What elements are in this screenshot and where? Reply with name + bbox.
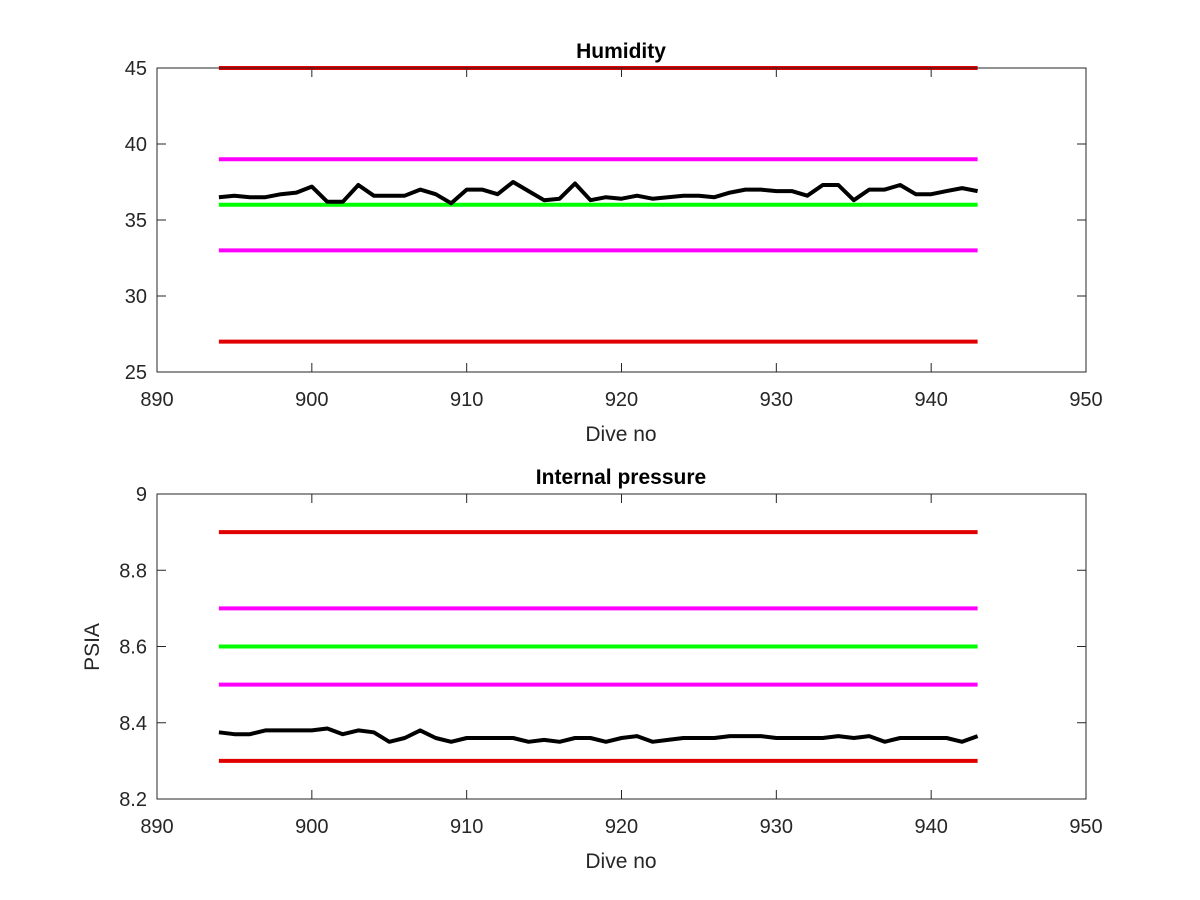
humidity-x-tick-label: 930 <box>760 389 793 411</box>
internal-pressure-x-tick-label: 950 <box>1069 816 1102 838</box>
internal-pressure-y-tick-label: 8.8 <box>119 560 147 582</box>
internal-pressure-x-tick-label: 890 <box>140 816 173 838</box>
humidity-x-tick-label: 940 <box>914 389 947 411</box>
internal-pressure-x-axis-label: Dive no <box>585 850 656 873</box>
internal-pressure-x-tick-label: 900 <box>295 816 328 838</box>
internal-pressure-y-tick-label: 8.4 <box>119 713 147 735</box>
humidity-x-tick-label: 910 <box>450 389 483 411</box>
humidity-x-tick-label: 920 <box>605 389 638 411</box>
internal-pressure-y-tick-label: 9 <box>136 484 147 506</box>
internal-pressure-y-tick-label: 8.6 <box>119 637 147 659</box>
humidity-axes-box <box>156 67 1087 373</box>
humidity-title: Humidity <box>576 40 666 63</box>
internal-pressure-x-ticks: 890 900 910 920 930 940 950 <box>140 494 1103 838</box>
internal-pressure-y-axis-label: PSIA <box>81 623 104 671</box>
internal-pressure-series-line-6 <box>218 726 979 744</box>
humidity-x-tick-label: 900 <box>295 389 328 411</box>
humidity-y-tick-label: 45 <box>125 58 147 80</box>
internal-pressure-x-tick-label: 920 <box>605 816 638 838</box>
humidity-series-line-6 <box>218 180 978 206</box>
humidity-y-tick-label: 35 <box>125 210 147 232</box>
humidity-x-axis-label: Dive no <box>585 423 656 446</box>
humidity-x-tick-label: 950 <box>1069 389 1102 411</box>
humidity-y-tick-label: 40 <box>125 134 147 156</box>
internal-pressure-title: Internal pressure <box>536 466 706 489</box>
internal-pressure-plot: 890 900 910 920 930 940 950 8.2 8.4 8.6 8.8 9 Inte… <box>81 466 1103 873</box>
internal-pressure-x-tick-label: 930 <box>760 816 793 838</box>
humidity-x-tick-label: 890 <box>140 389 173 411</box>
humidity-y-ticks: 25 30 35 40 45 <box>125 58 1086 384</box>
humidity-y-tick-label: 30 <box>125 286 147 308</box>
humidity-x-ticks: 890 900 910 920 930 940 950 <box>140 68 1103 411</box>
internal-pressure-y-tick-label: 8.2 <box>119 789 147 811</box>
humidity-y-tick-label: 25 <box>125 362 147 384</box>
humidity-plot: 890 900 910 920 930 940 950 25 30 35 40 45 Humidit… <box>125 40 1103 446</box>
internal-pressure-x-tick-label: 910 <box>450 816 483 838</box>
humidity-series-layer <box>218 66 978 344</box>
internal-pressure-series-layer <box>218 530 979 763</box>
internal-pressure-x-tick-label: 940 <box>914 816 947 838</box>
internal-pressure-y-ticks: 8.2 8.4 8.6 8.8 9 <box>119 484 1086 811</box>
